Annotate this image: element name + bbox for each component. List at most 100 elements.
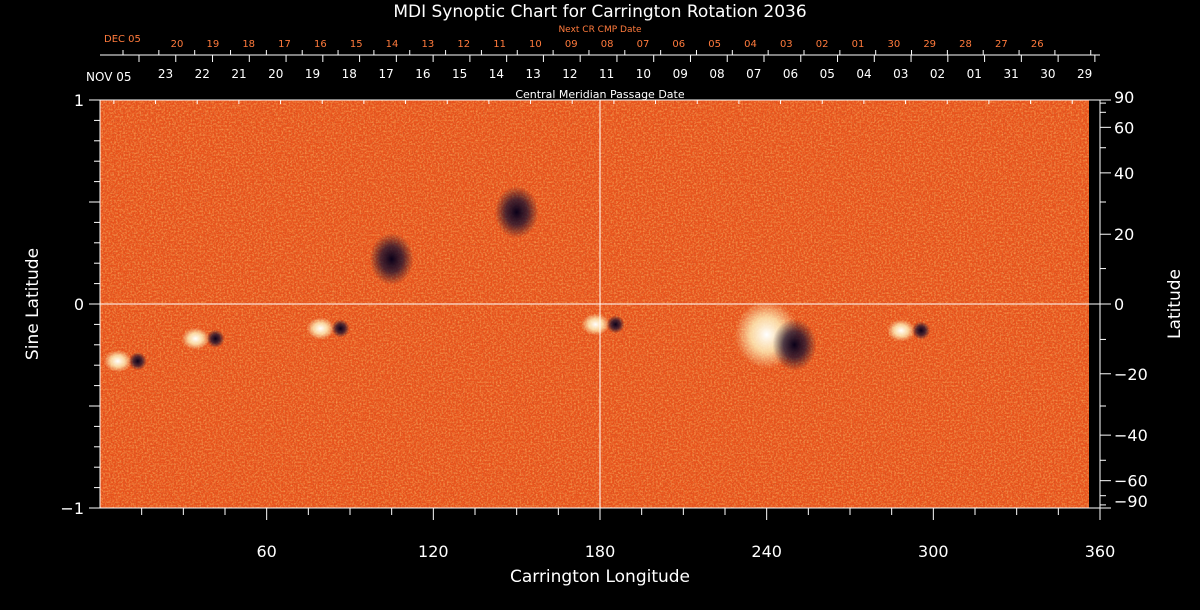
active-region <box>369 233 414 286</box>
left-axis: Sine Latitude 1 0 −1 <box>23 91 100 518</box>
positive-patch <box>103 350 132 373</box>
x-axis-label: Carrington Longitude <box>510 567 690 587</box>
plot-area <box>99 99 1101 509</box>
next-cmp-date-label: 19 <box>206 39 219 50</box>
y-right-tick-label: −60 <box>1114 472 1148 491</box>
next-cmp-axis: Next CR CMP Date DEC 05 20 19 18 17 16 15 14 13… <box>100 25 1100 56</box>
chart-title: MDI Synoptic Chart for Carrington Rotati… <box>393 2 806 22</box>
active-region <box>103 350 147 373</box>
x-tick-label: 60 <box>256 542 276 561</box>
y-left-tick-label: 0 <box>74 295 84 314</box>
cmp-date-label: 04 <box>856 67 871 81</box>
next-cmp-date-label: 20 <box>171 39 184 50</box>
x-tick-label: 360 <box>1085 542 1116 561</box>
negative-patch <box>606 315 625 334</box>
cmp-date-label: 05 <box>820 67 835 81</box>
x-tick-label: 120 <box>418 542 449 561</box>
cmp-date-label: 10 <box>636 67 651 81</box>
cmp-date-label: 02 <box>930 67 945 81</box>
cmp-date-label: 31 <box>1003 67 1018 81</box>
y-right-tick-label: 90 <box>1114 88 1134 107</box>
bottom-axis: 60 120 180 240 300 360 Carrington Longitude <box>113 100 1116 587</box>
cmp-date-label: 21 <box>231 67 246 81</box>
next-cmp-date-label: 11 <box>493 39 506 50</box>
cmp-date-label: 20 <box>268 67 283 81</box>
positive-patch <box>181 327 210 350</box>
cmp-date-label: 23 <box>158 67 173 81</box>
next-cmp-date-label: 15 <box>350 39 363 50</box>
next-cmp-start-label: DEC 05 <box>104 34 141 45</box>
cmp-date-label: 30 <box>1040 67 1055 81</box>
positive-patch <box>887 319 916 342</box>
cmp-date-label: 18 <box>342 67 357 81</box>
negative-patch <box>912 321 931 340</box>
active-region <box>181 327 225 350</box>
next-cmp-date-label: 02 <box>816 39 829 50</box>
y-axis-label-left: Sine Latitude <box>23 248 43 360</box>
next-cmp-date-label: 28 <box>959 39 972 50</box>
next-cmp-date-label: 03 <box>780 39 793 50</box>
cmp-axis-label: Central Meridian Passage Date <box>515 88 684 101</box>
right-axis: Latitude 90 60 40 20 0 −20 −40 −60−90 <box>1100 88 1185 511</box>
cmp-date-label: 29 <box>1077 67 1092 81</box>
y-axis-label-right: Latitude <box>1165 269 1185 339</box>
next-cmp-date-label: 06 <box>672 39 685 50</box>
next-cmp-date-label: 09 <box>565 39 578 50</box>
y-right-tick-label: 20 <box>1114 225 1134 244</box>
y-left-tick-label: −1 <box>60 499 84 518</box>
cmp-axis: NOV 05 Central Meridian Passage Date 23 2… <box>86 55 1096 101</box>
y-right-tick-label: −40 <box>1114 426 1148 445</box>
next-cmp-date-label: 07 <box>637 39 650 50</box>
cmp-date-label: 17 <box>378 67 393 81</box>
cmp-date-label: 01 <box>967 67 982 81</box>
x-tick-label: 240 <box>751 542 782 561</box>
y-right-tick-label: 40 <box>1114 164 1134 183</box>
active-region <box>306 317 350 340</box>
next-cmp-date-label: 14 <box>386 39 399 50</box>
negative-patch <box>331 319 350 338</box>
cmp-date-label: 08 <box>709 67 724 81</box>
cmp-date-label: 15 <box>452 67 467 81</box>
y-right-tick-label: 60 <box>1114 118 1134 137</box>
positive-patch <box>306 317 335 340</box>
negative-patch <box>369 233 414 286</box>
negative-patch <box>206 329 225 348</box>
cmp-date-label: 03 <box>893 67 908 81</box>
x-tick-label: 180 <box>585 542 616 561</box>
cmp-date-label: 22 <box>195 67 210 81</box>
cmp-date-label: 16 <box>415 67 430 81</box>
next-cmp-date-label: 12 <box>457 39 470 50</box>
next-cmp-date-label: 16 <box>314 39 327 50</box>
negative-patch <box>494 186 539 239</box>
cmp-date-label: 07 <box>746 67 761 81</box>
next-cmp-date-label: 18 <box>242 39 255 50</box>
active-region <box>581 313 625 336</box>
next-cmp-date-label: 26 <box>1031 39 1044 50</box>
next-cmp-date-label: 10 <box>529 39 542 50</box>
cmp-date-label: 11 <box>599 67 614 81</box>
y-right-tick-label: 0 <box>1114 295 1124 314</box>
negative-patch <box>128 352 147 371</box>
cmp-date-label: 09 <box>673 67 688 81</box>
next-cmp-date-label: 05 <box>708 39 721 50</box>
y-left-tick-label: 1 <box>74 91 84 110</box>
next-cmp-label: Next CR CMP Date <box>558 25 642 35</box>
cmp-date-label: 19 <box>305 67 320 81</box>
next-cmp-date-label: 13 <box>422 39 435 50</box>
next-cmp-date-label: 08 <box>601 39 614 50</box>
cmp-date-label: 06 <box>783 67 798 81</box>
cmp-date-label: 13 <box>526 67 541 81</box>
positive-patch <box>581 313 610 336</box>
negative-patch <box>772 318 817 371</box>
y-right-tick-label: −20 <box>1114 365 1148 384</box>
next-cmp-date-label: 30 <box>887 39 900 50</box>
next-cmp-date-label: 27 <box>995 39 1008 50</box>
next-cmp-date-label: 01 <box>852 39 865 50</box>
cmp-date-label: 12 <box>562 67 577 81</box>
active-region <box>887 319 931 342</box>
cmp-date-label: 14 <box>489 67 504 81</box>
y-right-tick-label: −90 <box>1114 492 1148 511</box>
cmp-start-label: NOV 05 <box>86 70 132 84</box>
next-cmp-date-label: 04 <box>744 39 757 50</box>
